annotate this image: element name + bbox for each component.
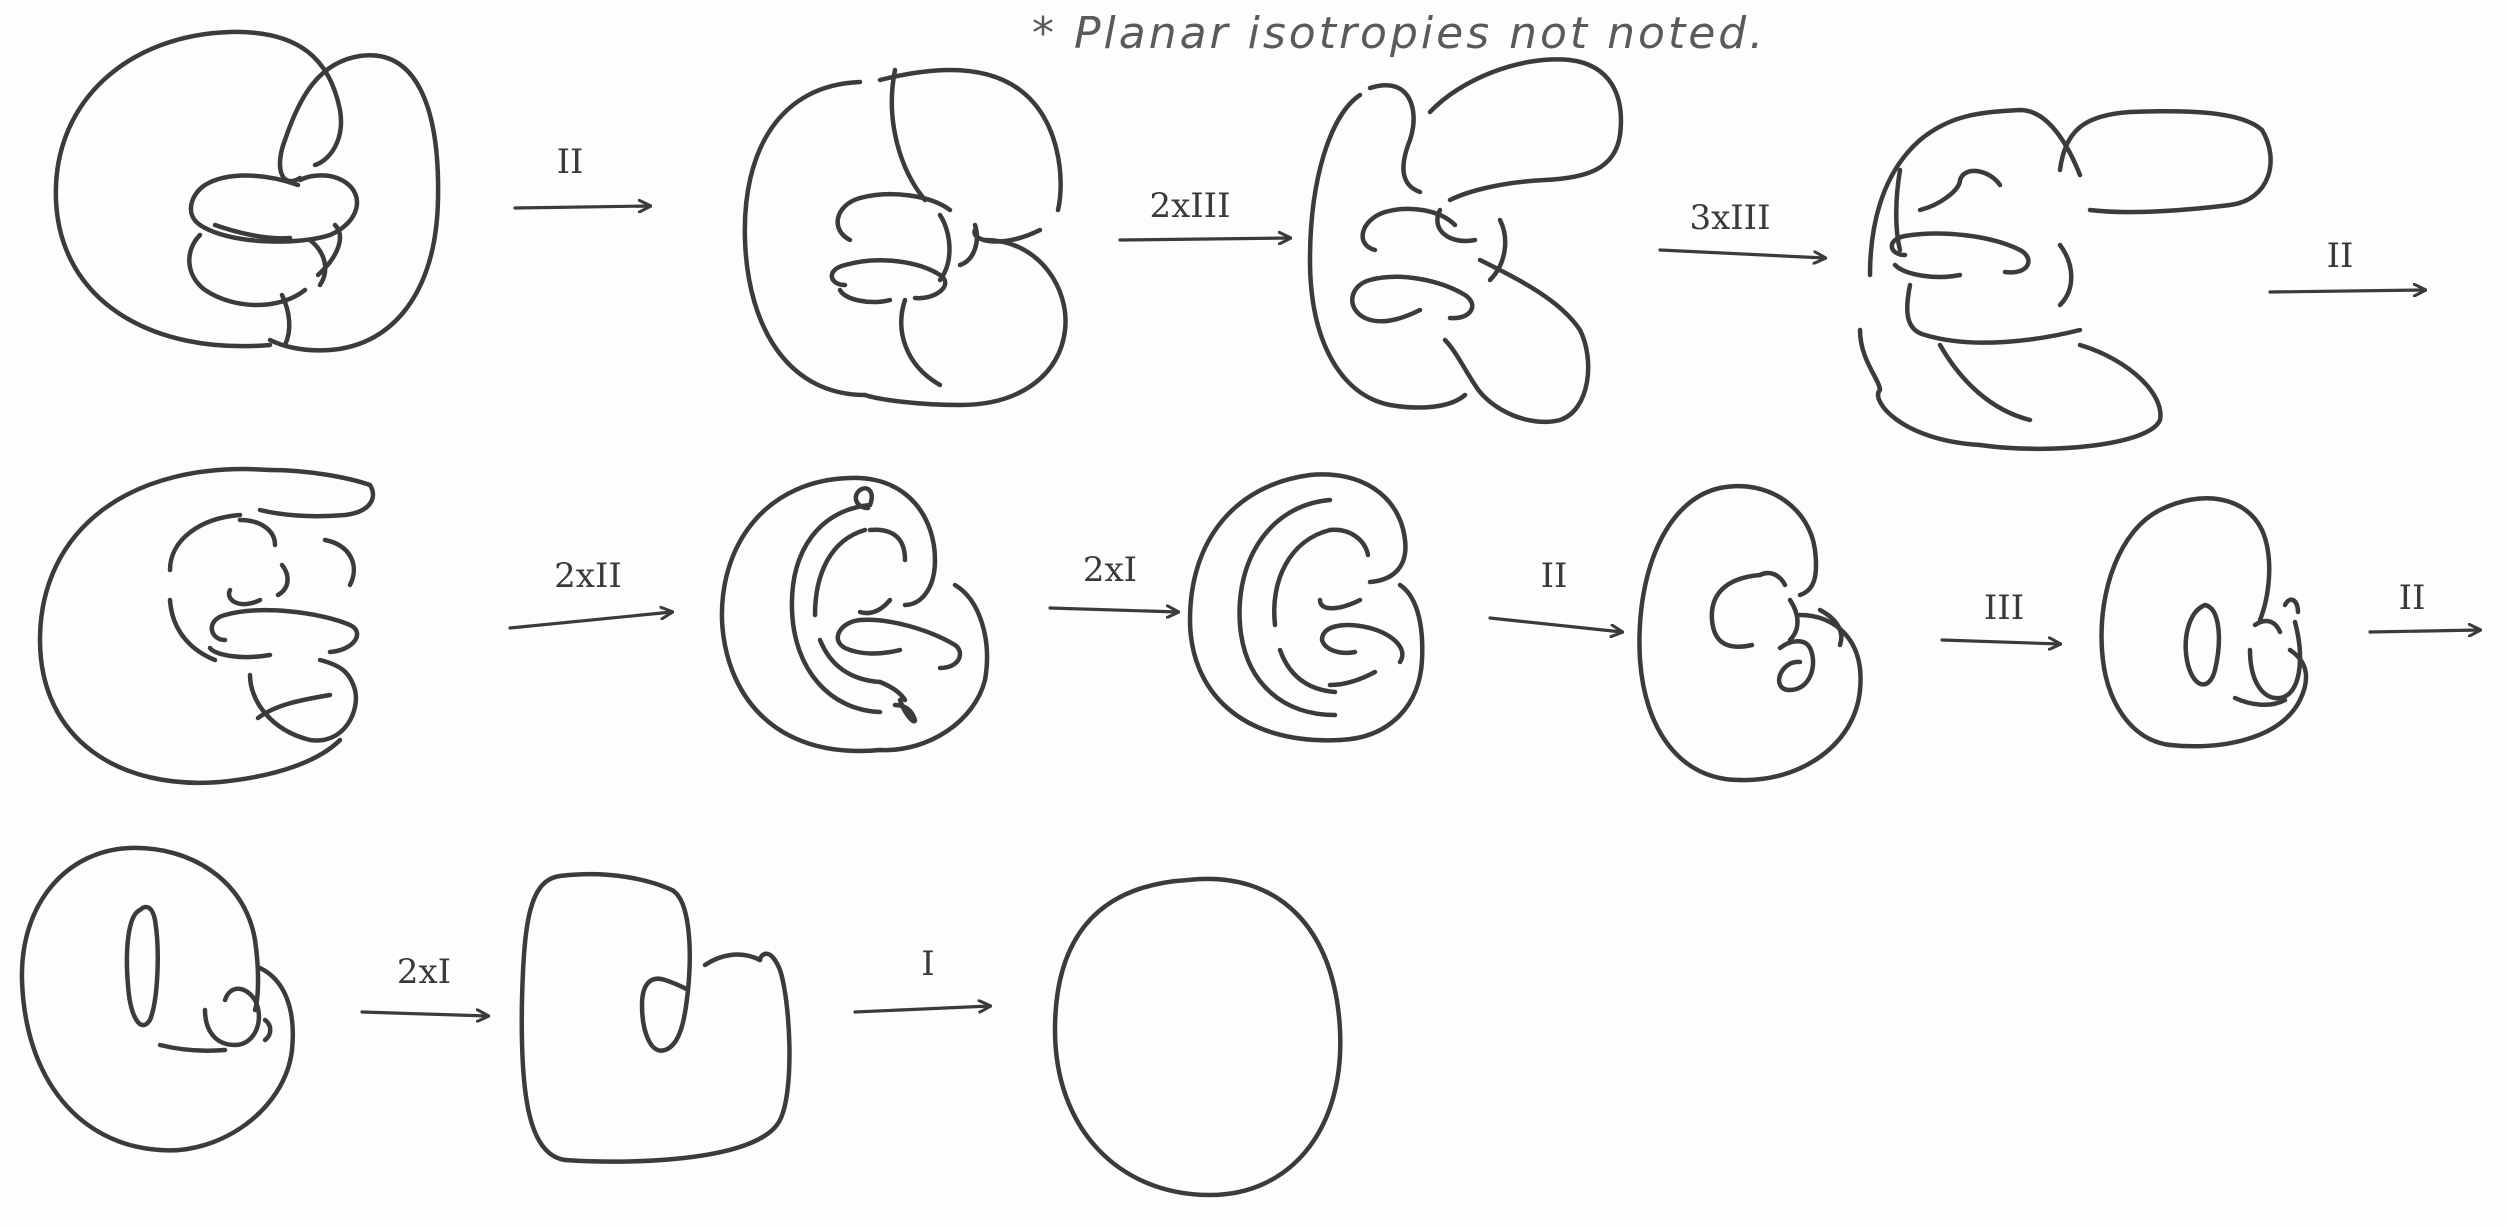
- move-arrow-4: [2268, 290, 2425, 292]
- move-arrow-7: [1488, 616, 1622, 632]
- move-arrow-6: [1048, 608, 1178, 612]
- move-label-3: 3xIII: [1689, 198, 1771, 238]
- move-label-2: 2xIII: [1149, 186, 1231, 226]
- move-label-1: II: [556, 142, 584, 182]
- move-label-11: I: [921, 944, 935, 984]
- planar-isotopies-note: * Planar isotropies not noted.: [1032, 8, 1767, 59]
- move-label-6: 2xI: [1082, 550, 1138, 590]
- move-arrow-11: [853, 1006, 990, 1014]
- knot-diagram-1: [53, 29, 441, 353]
- knot-diagram-5: [37, 466, 376, 786]
- knot-diagram-4: [1857, 107, 2273, 452]
- knot-diagram-3: [1307, 57, 1624, 425]
- knot-diagram-10: [19, 845, 296, 1153]
- move-label-8: III: [1983, 588, 2025, 628]
- move-label-5: 2xII: [554, 556, 622, 596]
- knot-diagram-6: [719, 475, 990, 754]
- move-label-9: II: [2398, 578, 2426, 618]
- knot-diagram-8: [1637, 484, 1863, 783]
- knot-diagram-9: [2099, 496, 2309, 749]
- move-arrow-9: [2368, 630, 2480, 632]
- move-arrow-5: [508, 612, 672, 630]
- knot-diagram-2: [742, 67, 1068, 408]
- move-label-4: II: [2326, 236, 2354, 276]
- move-arrow-1: [513, 206, 650, 208]
- move-arrow-3: [1658, 248, 1825, 258]
- knot-diagram-7: [1187, 472, 1425, 743]
- move-label-7: II: [1540, 556, 1568, 596]
- knot-diagram-11: [519, 871, 792, 1164]
- move-arrow-10: [360, 1012, 488, 1016]
- move-label-10: 2xI: [396, 952, 452, 992]
- move-arrow-2: [1118, 238, 1290, 240]
- knot-diagram-12-unknot: [1052, 876, 1343, 1198]
- move-arrow-8: [1940, 640, 2060, 644]
